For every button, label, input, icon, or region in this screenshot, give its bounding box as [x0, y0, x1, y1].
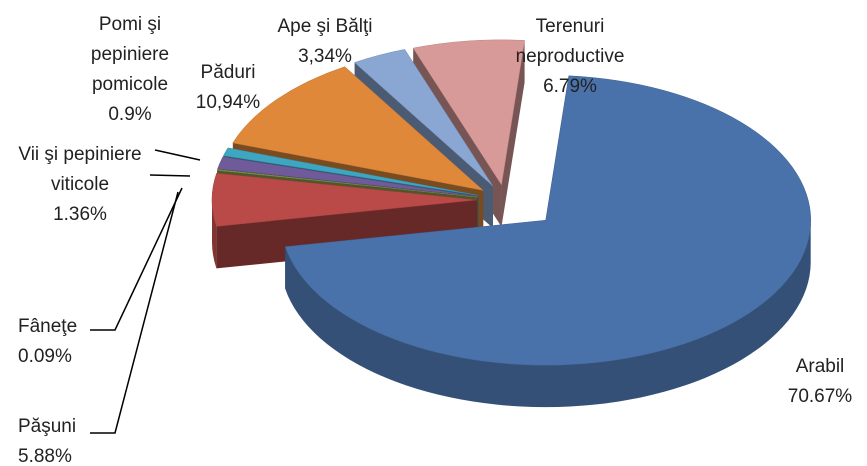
value-label: 10,94% — [195, 92, 261, 113]
value-label: 0.09% — [18, 346, 72, 367]
slice-label: Terenuri neproductive 6.79% — [490, 12, 650, 102]
slices — [211, 39, 812, 408]
category-label: Păduri — [200, 62, 256, 83]
slice — [412, 39, 525, 186]
category-label: Pomi şi pepiniere pomicole — [90, 14, 170, 95]
leader-lines — [90, 149, 201, 434]
category-label: Terenuri neproductive — [515, 16, 625, 67]
slice — [223, 147, 479, 196]
category-label: Păşuni — [18, 416, 77, 437]
slice — [232, 66, 485, 191]
category-label: Fâneţe — [18, 316, 78, 337]
slice-label: Fâneţe 0.09% — [18, 312, 138, 372]
leader-line — [90, 187, 183, 331]
leader-line — [154, 149, 201, 161]
value-label: 1.36% — [53, 204, 107, 225]
category-label: Ape şi Bălţi — [277, 16, 373, 37]
value-label: 6.79% — [543, 76, 597, 97]
value-label: 70.67% — [787, 386, 853, 407]
slice-wall — [501, 40, 525, 227]
value-label: 5.88% — [18, 446, 72, 466]
slice — [216, 169, 478, 198]
slice — [217, 156, 478, 197]
slice-label: Vii şi pepiniere viticole 1.36% — [0, 140, 160, 230]
leader-line — [90, 191, 179, 434]
slice-side — [285, 220, 811, 408]
slice-side — [211, 200, 217, 269]
slice-label: Pomi şi pepiniere pomicole 0.9% — [75, 10, 185, 130]
slice-label: Păduri 10,94% — [168, 58, 288, 118]
category-label: Arabil — [795, 356, 845, 377]
leader-line — [149, 174, 191, 177]
value-label: 0.9% — [108, 104, 152, 125]
slice-label: Arabil 70.67% — [755, 352, 867, 412]
category-label: Vii şi pepiniere viticole — [18, 144, 142, 195]
slice-label: Păşuni 5.88% — [18, 412, 138, 466]
value-label: 3,34% — [298, 46, 352, 67]
slice — [284, 75, 812, 366]
slice-label: Ape şi Bălţi 3,34% — [255, 12, 395, 72]
slice — [354, 49, 494, 187]
slice — [211, 172, 478, 227]
